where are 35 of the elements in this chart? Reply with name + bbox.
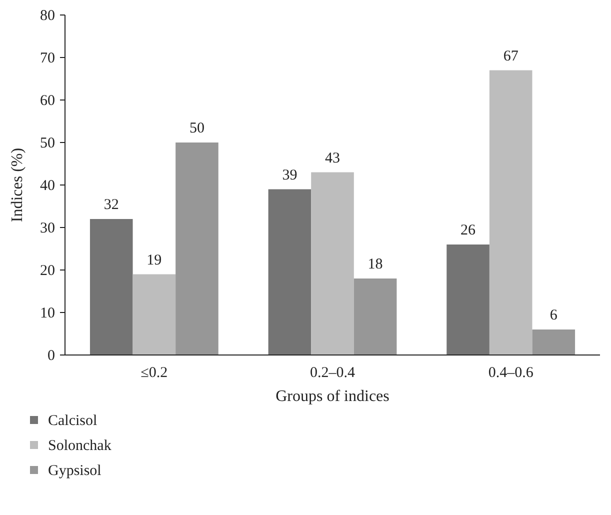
y-tick-label: 20 — [40, 263, 55, 279]
bar — [489, 70, 532, 355]
y-tick-label: 0 — [48, 348, 55, 364]
bar — [532, 330, 576, 355]
bar — [446, 244, 490, 355]
bar — [132, 274, 176, 355]
x-axis-title: Groups of indices — [276, 388, 390, 405]
data-label: 18 — [368, 256, 383, 272]
bar — [90, 219, 133, 355]
x-tick-label: 0.2–0.4 — [310, 365, 356, 381]
legend-label: Gypsisol — [48, 463, 102, 479]
legend-label: Calcisol — [48, 413, 98, 429]
bar — [176, 142, 218, 355]
bar — [311, 172, 354, 355]
data-label: 67 — [503, 48, 519, 64]
y-tick-label: 30 — [40, 220, 55, 236]
y-tick-label: 40 — [40, 178, 55, 194]
data-label: 19 — [146, 252, 162, 268]
legend-label: Solonchak — [48, 438, 112, 454]
y-tick-label: 70 — [40, 50, 55, 66]
bar — [354, 278, 397, 355]
y-tick-label: 50 — [40, 136, 55, 152]
y-axis-title: Indices (%) — [9, 148, 26, 222]
data-label: 26 — [460, 222, 476, 238]
data-label: 32 — [104, 197, 119, 213]
data-label: 39 — [282, 167, 298, 184]
data-label: 43 — [325, 150, 340, 166]
y-tick-label: 10 — [40, 306, 55, 322]
bar — [268, 189, 312, 355]
data-label: 50 — [189, 120, 204, 136]
y-tick-label: 80 — [40, 8, 55, 24]
data-label: 6 — [550, 308, 558, 324]
x-tick-label: 0.4–0.6 — [488, 365, 534, 381]
y-tick-label: 60 — [40, 93, 55, 109]
x-tick-label: ≤0.2 — [140, 365, 168, 381]
